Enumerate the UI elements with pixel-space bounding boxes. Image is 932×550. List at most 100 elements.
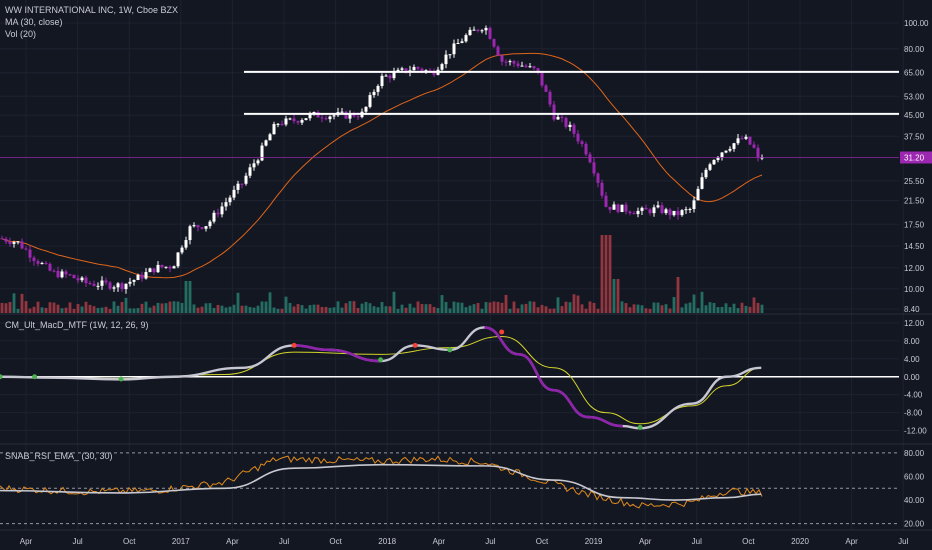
candle-body bbox=[320, 117, 324, 119]
candle bbox=[400, 66, 404, 71]
candle bbox=[132, 279, 136, 286]
volume-bar bbox=[640, 305, 644, 313]
volume-bar bbox=[196, 307, 200, 313]
candle-body bbox=[284, 118, 288, 125]
candle-body bbox=[160, 264, 164, 268]
candle-body bbox=[444, 54, 448, 65]
price-axis-label: 21.50 bbox=[904, 196, 925, 205]
volume-bar bbox=[600, 235, 604, 313]
candle bbox=[532, 65, 536, 71]
volume-bar bbox=[664, 304, 668, 313]
volume-bar bbox=[152, 305, 156, 313]
volume-bar bbox=[688, 302, 692, 313]
volume-bar bbox=[232, 304, 236, 313]
candle-body bbox=[136, 274, 140, 280]
volume-bar bbox=[40, 307, 44, 313]
volume-bar bbox=[500, 302, 504, 313]
candle bbox=[452, 39, 456, 58]
vol-legend: Vol (20) bbox=[5, 29, 37, 39]
time-axis-label: Jul bbox=[898, 537, 908, 546]
candle bbox=[528, 63, 532, 68]
candle-body bbox=[560, 116, 564, 118]
volume-bar bbox=[524, 303, 528, 313]
candle-body bbox=[552, 104, 556, 120]
volume-bar bbox=[388, 306, 392, 313]
price-axis-label: 37.50 bbox=[904, 132, 925, 141]
candle bbox=[260, 142, 264, 162]
volume-bar bbox=[552, 308, 556, 313]
candle bbox=[668, 207, 672, 220]
price-axis-label: 12.00 bbox=[904, 264, 925, 273]
volume-bar bbox=[340, 307, 344, 313]
candle bbox=[332, 114, 336, 120]
macd-bearish-segment bbox=[294, 344, 381, 363]
candle-body bbox=[684, 209, 688, 211]
volume-bar bbox=[372, 306, 376, 313]
candle bbox=[240, 183, 244, 189]
volume-bar bbox=[120, 302, 124, 313]
candle bbox=[60, 269, 64, 279]
candle-body bbox=[96, 285, 100, 287]
candle-body bbox=[460, 41, 464, 44]
candle-body bbox=[180, 247, 184, 253]
candle bbox=[52, 269, 56, 273]
volume-bar bbox=[584, 308, 588, 313]
candle-body bbox=[288, 118, 292, 120]
candle-body bbox=[584, 143, 588, 155]
volume-bar bbox=[564, 301, 568, 313]
candle bbox=[448, 54, 452, 59]
candle-body bbox=[84, 277, 88, 284]
candle-body bbox=[592, 162, 596, 174]
volume-bar bbox=[204, 303, 208, 313]
candle bbox=[552, 100, 556, 122]
volume-bar bbox=[408, 303, 412, 313]
candle-body bbox=[80, 277, 84, 281]
candle bbox=[264, 139, 268, 147]
volume-bar bbox=[228, 306, 232, 313]
candle-body bbox=[688, 209, 692, 211]
candle-body bbox=[752, 144, 756, 148]
candle bbox=[108, 281, 112, 291]
candle bbox=[112, 285, 116, 292]
price-axis-label: 45.00 bbox=[904, 111, 925, 120]
candle-body bbox=[716, 157, 720, 161]
candle bbox=[196, 224, 200, 232]
price-axis-label: 14.50 bbox=[904, 242, 925, 251]
volume-bar bbox=[224, 307, 228, 313]
candle-body bbox=[624, 204, 628, 212]
volume-bar bbox=[284, 296, 288, 313]
volume-bar bbox=[508, 308, 512, 313]
candle-body bbox=[656, 205, 660, 208]
last-price-tag bbox=[900, 151, 932, 164]
candle-body bbox=[292, 118, 296, 122]
candles bbox=[0, 25, 764, 294]
candle bbox=[4, 236, 8, 245]
candle-body bbox=[608, 206, 612, 210]
candle-body bbox=[644, 207, 648, 210]
volume-bar bbox=[668, 308, 672, 313]
volume-bar bbox=[676, 277, 680, 313]
candle-body bbox=[56, 270, 60, 278]
candle-body bbox=[100, 280, 104, 286]
candle bbox=[480, 29, 484, 34]
volume-bar bbox=[568, 302, 572, 313]
candle-body bbox=[648, 209, 652, 214]
candle-body bbox=[616, 204, 620, 212]
macd-axis-label: -12.00 bbox=[904, 427, 927, 436]
candle bbox=[368, 92, 372, 109]
candle bbox=[160, 264, 164, 269]
candle-body bbox=[32, 257, 36, 262]
candle bbox=[0, 235, 4, 240]
candle bbox=[684, 206, 688, 214]
time-axis-label: Apr bbox=[20, 537, 33, 546]
volume-bar bbox=[288, 302, 292, 313]
candle-body bbox=[220, 206, 224, 215]
candle bbox=[440, 62, 444, 72]
candle-body bbox=[424, 70, 428, 72]
volume-bar bbox=[392, 291, 396, 313]
macd-cross-marker bbox=[0, 374, 3, 380]
candle bbox=[568, 121, 572, 132]
macd-cross-marker bbox=[291, 342, 297, 348]
